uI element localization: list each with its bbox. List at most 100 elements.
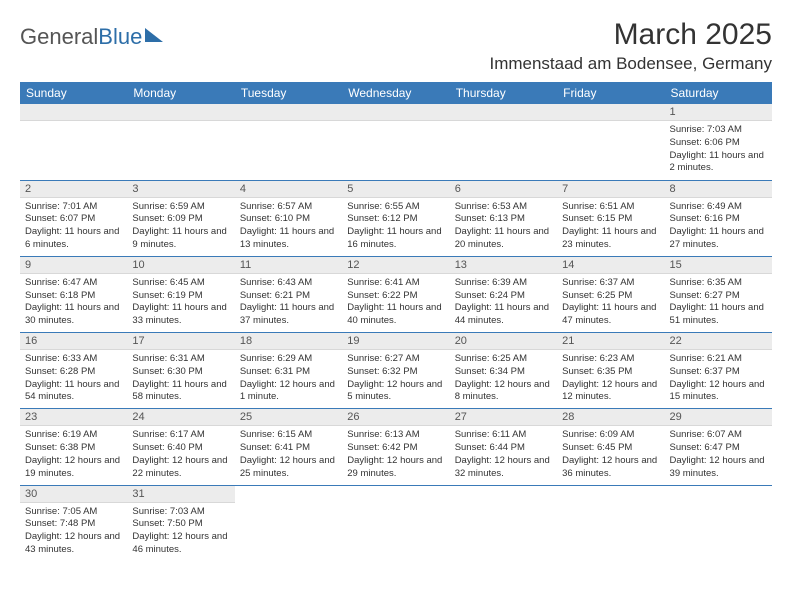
day-details: Sunrise: 6:31 AMSunset: 6:30 PMDaylight:…	[127, 350, 234, 408]
calendar-week-row: 16Sunrise: 6:33 AMSunset: 6:28 PMDayligh…	[20, 333, 772, 409]
day-details: Sunrise: 6:49 AMSunset: 6:16 PMDaylight:…	[665, 198, 772, 256]
day-number: 29	[665, 409, 772, 426]
sunset-text: Sunset: 6:45 PM	[562, 442, 659, 455]
sunrise-text: Sunrise: 6:31 AM	[132, 353, 229, 366]
day-number: 6	[450, 181, 557, 198]
day-number: 20	[450, 333, 557, 350]
daylight-text: Daylight: 11 hours and 20 minutes.	[455, 226, 552, 252]
sunset-text: Sunset: 6:32 PM	[347, 366, 444, 379]
sunset-text: Sunset: 6:30 PM	[132, 366, 229, 379]
day-number: 22	[665, 333, 772, 350]
calendar-cell	[557, 104, 664, 180]
sunset-text: Sunset: 7:50 PM	[132, 518, 229, 531]
daylight-text: Daylight: 11 hours and 2 minutes.	[670, 150, 767, 176]
daylight-text: Daylight: 11 hours and 9 minutes.	[132, 226, 229, 252]
sunrise-text: Sunrise: 6:11 AM	[455, 429, 552, 442]
sunrise-text: Sunrise: 6:07 AM	[670, 429, 767, 442]
sunrise-text: Sunrise: 6:59 AM	[132, 201, 229, 214]
calendar-cell: 4Sunrise: 6:57 AMSunset: 6:10 PMDaylight…	[235, 180, 342, 256]
sunset-text: Sunset: 6:19 PM	[132, 290, 229, 303]
day-number: 31	[127, 486, 234, 503]
day-number	[235, 104, 342, 121]
sunset-text: Sunset: 6:44 PM	[455, 442, 552, 455]
calendar-cell: 5Sunrise: 6:55 AMSunset: 6:12 PMDaylight…	[342, 180, 449, 256]
daylight-text: Daylight: 12 hours and 39 minutes.	[670, 455, 767, 481]
sunset-text: Sunset: 6:09 PM	[132, 213, 229, 226]
sunset-text: Sunset: 6:15 PM	[562, 213, 659, 226]
calendar-cell: 6 Sunrise: 6:53 AMSunset: 6:13 PMDaylight…	[450, 180, 557, 256]
day-number: 16	[20, 333, 127, 350]
day-details: Sunrise: 6:21 AMSunset: 6:37 PMDaylight:…	[665, 350, 772, 408]
daylight-text: Daylight: 11 hours and 54 minutes.	[25, 379, 122, 405]
daylight-text: Daylight: 12 hours and 22 minutes.	[132, 455, 229, 481]
sunrise-text: Sunrise: 6:51 AM	[562, 201, 659, 214]
calendar-cell: 10Sunrise: 6:45 AMSunset: 6:19 PMDayligh…	[127, 256, 234, 332]
day-number: 27	[450, 409, 557, 426]
daylight-text: Daylight: 12 hours and 32 minutes.	[455, 455, 552, 481]
sunrise-text: Sunrise: 7:05 AM	[25, 506, 122, 519]
day-details: Sunrise: 6:41 AMSunset: 6:22 PMDaylight:…	[342, 274, 449, 332]
sunrise-text: Sunrise: 6:47 AM	[25, 277, 122, 290]
sunrise-text: Sunrise: 6:53 AM	[455, 201, 552, 214]
sunrise-text: Sunrise: 6:57 AM	[240, 201, 337, 214]
sunset-text: Sunset: 6:06 PM	[670, 137, 767, 150]
sunset-text: Sunset: 6:21 PM	[240, 290, 337, 303]
day-details: Sunrise: 6:17 AMSunset: 6:40 PMDaylight:…	[127, 426, 234, 484]
daylight-text: Daylight: 12 hours and 19 minutes.	[25, 455, 122, 481]
daylight-text: Daylight: 11 hours and 33 minutes.	[132, 302, 229, 328]
logo: GeneralBlue	[20, 24, 163, 50]
daylight-text: Daylight: 12 hours and 46 minutes.	[132, 531, 229, 557]
day-number: 25	[235, 409, 342, 426]
day-details: Sunrise: 6:15 AMSunset: 6:41 PMDaylight:…	[235, 426, 342, 484]
weekday-header-row: Sunday Monday Tuesday Wednesday Thursday…	[20, 82, 772, 104]
day-number: 7	[557, 181, 664, 198]
day-details: Sunrise: 6:13 AMSunset: 6:42 PMDaylight:…	[342, 426, 449, 484]
location-subtitle: Immenstaad am Bodensee, Germany	[489, 54, 772, 74]
sunrise-text: Sunrise: 7:01 AM	[25, 201, 122, 214]
sunrise-text: Sunrise: 6:19 AM	[25, 429, 122, 442]
sunset-text: Sunset: 6:27 PM	[670, 290, 767, 303]
calendar-cell: 19Sunrise: 6:27 AMSunset: 6:32 PMDayligh…	[342, 333, 449, 409]
day-details: Sunrise: 7:03 AMSunset: 6:06 PMDaylight:…	[665, 121, 772, 179]
sunset-text: Sunset: 6:13 PM	[455, 213, 552, 226]
sunrise-text: Sunrise: 6:39 AM	[455, 277, 552, 290]
daylight-text: Daylight: 12 hours and 36 minutes.	[562, 455, 659, 481]
calendar-cell: 8Sunrise: 6:49 AMSunset: 6:16 PMDaylight…	[665, 180, 772, 256]
day-details: Sunrise: 6:07 AMSunset: 6:47 PMDaylight:…	[665, 426, 772, 484]
day-number: 4	[235, 181, 342, 198]
day-number	[557, 104, 664, 121]
calendar-cell: 15Sunrise: 6:35 AMSunset: 6:27 PMDayligh…	[665, 256, 772, 332]
sunset-text: Sunset: 6:47 PM	[670, 442, 767, 455]
day-details: Sunrise: 6:57 AMSunset: 6:10 PMDaylight:…	[235, 198, 342, 256]
day-number: 12	[342, 257, 449, 274]
sunset-text: Sunset: 6:28 PM	[25, 366, 122, 379]
day-number: 23	[20, 409, 127, 426]
day-number: 28	[557, 409, 664, 426]
sunrise-text: Sunrise: 6:21 AM	[670, 353, 767, 366]
sunset-text: Sunset: 6:07 PM	[25, 213, 122, 226]
day-number: 21	[557, 333, 664, 350]
day-number: 18	[235, 333, 342, 350]
day-details: Sunrise: 6:37 AMSunset: 6:25 PMDaylight:…	[557, 274, 664, 332]
calendar-cell: 31Sunrise: 7:03 AMSunset: 7:50 PMDayligh…	[127, 485, 234, 561]
sunset-text: Sunset: 6:25 PM	[562, 290, 659, 303]
logo-text-1: General	[20, 24, 98, 50]
sunset-text: Sunset: 6:37 PM	[670, 366, 767, 379]
sunset-text: Sunset: 6:18 PM	[25, 290, 122, 303]
weekday-header: Wednesday	[342, 82, 449, 104]
calendar-cell: 16Sunrise: 6:33 AMSunset: 6:28 PMDayligh…	[20, 333, 127, 409]
day-number: 26	[342, 409, 449, 426]
calendar-cell: 20Sunrise: 6:25 AMSunset: 6:34 PMDayligh…	[450, 333, 557, 409]
daylight-text: Daylight: 11 hours and 6 minutes.	[25, 226, 122, 252]
calendar-cell	[235, 104, 342, 180]
daylight-text: Daylight: 12 hours and 25 minutes.	[240, 455, 337, 481]
sunset-text: Sunset: 6:42 PM	[347, 442, 444, 455]
calendar-cell	[342, 104, 449, 180]
calendar-cell	[450, 104, 557, 180]
daylight-text: Daylight: 11 hours and 30 minutes.	[25, 302, 122, 328]
day-number: 15	[665, 257, 772, 274]
day-details: Sunrise: 7:05 AMSunset: 7:48 PMDaylight:…	[20, 503, 127, 561]
calendar-cell: 11Sunrise: 6:43 AMSunset: 6:21 PMDayligh…	[235, 256, 342, 332]
calendar-cell: 22Sunrise: 6:21 AMSunset: 6:37 PMDayligh…	[665, 333, 772, 409]
daylight-text: Daylight: 11 hours and 23 minutes.	[562, 226, 659, 252]
